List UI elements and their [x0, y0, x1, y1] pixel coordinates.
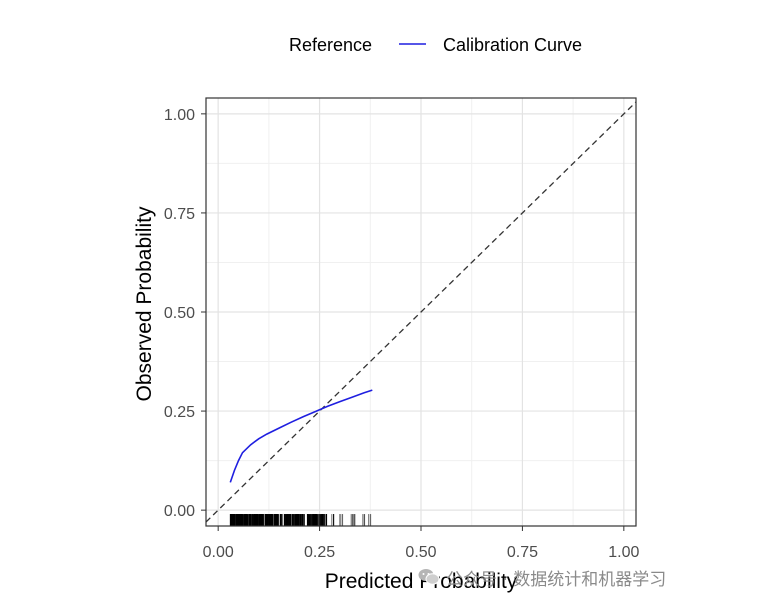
x-tick-label: 1.00: [608, 544, 639, 561]
y-tick-label: 0.25: [164, 404, 195, 421]
y-tick-label: 0.00: [164, 503, 195, 520]
wechat-icon: [418, 569, 440, 585]
x-axis-title: Predicted Probability: [325, 570, 518, 593]
y-tick-label: 1.00: [164, 107, 195, 124]
gridlines: [206, 98, 636, 526]
reference-line: [205, 101, 637, 523]
rug: [229, 514, 372, 527]
series-layer: [205, 101, 637, 523]
axes: 0.00 0.25 0.50 0.75 1.00 0.00 0.25 0.50 0.75 1.00: [164, 107, 640, 561]
x-tick-label: 0.75: [507, 544, 538, 561]
x-tick-label: 0.25: [304, 544, 335, 561]
watermark: 公众号 · 数据统计和机器学习: [418, 564, 666, 590]
x-tick-label: 0.50: [405, 544, 436, 561]
x-tick-label: 0.00: [203, 544, 234, 561]
watermark-text: 公众号 · 数据统计和机器学习: [446, 569, 667, 590]
y-tick-label: 0.50: [164, 305, 195, 322]
calibration-curve-line: [229, 389, 373, 483]
legend-label-reference: Reference: [289, 35, 372, 55]
y-tick-label: 0.75: [164, 206, 195, 223]
y-axis-title: Observed Probability: [133, 206, 156, 401]
legend-label-calibration-curve: Calibration Curve: [443, 35, 582, 55]
legend: Reference Calibration Curve: [289, 35, 582, 55]
